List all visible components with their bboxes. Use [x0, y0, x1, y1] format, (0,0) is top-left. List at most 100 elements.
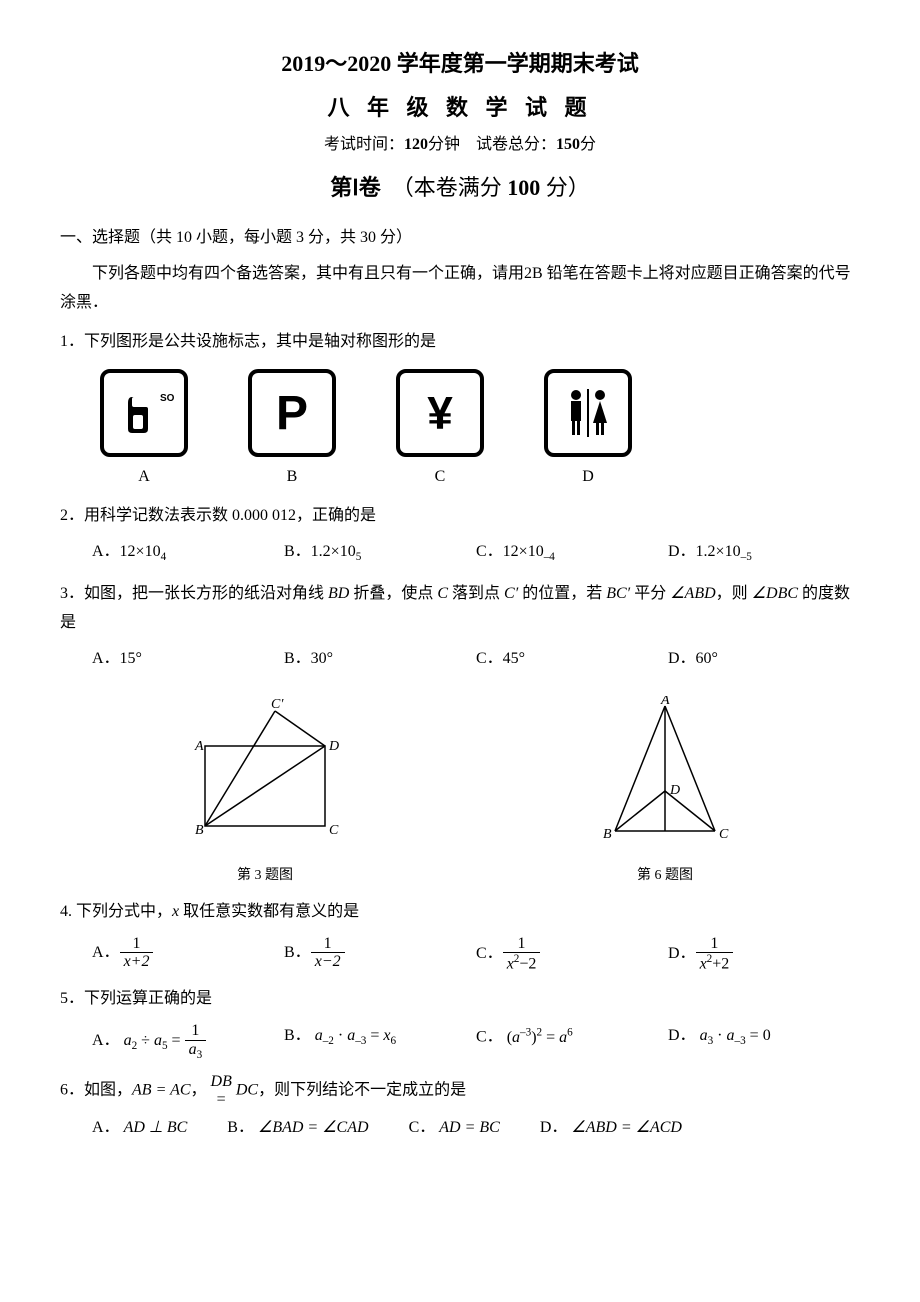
q6-stem: 6．如图，AB = AC， DB = DC，则下列结论不一定成立的是: [60, 1073, 860, 1108]
q6-b: ，: [191, 1082, 207, 1099]
q6-c: ，则下列结论不一定成立的是: [258, 1082, 466, 1099]
q4-options: A．1x+2 B．1x−2 C．1x2−2 D．1x2+2: [92, 933, 860, 976]
q5-a-a: a: [124, 1032, 132, 1049]
q5-a-pre: A．: [92, 1032, 124, 1049]
q4-d-den-a: x: [700, 956, 707, 973]
q6-opt-b: B． ∠BAD = ∠CAD: [227, 1114, 368, 1143]
q3-dbc: ∠DBC: [752, 585, 798, 602]
svg-text:D: D: [669, 783, 680, 798]
q3-abd: ∠ABD: [670, 585, 715, 602]
q5-a-ds: 3: [197, 1049, 203, 1061]
q5-b-b: a: [347, 1027, 355, 1044]
q5-b-s2: –3: [355, 1035, 366, 1047]
q5-opt-d: D． a3 · a–3 = 0: [668, 1020, 860, 1063]
q6-opt-c: C． AD = BC: [409, 1114, 500, 1143]
q3-opt-c: C．45°: [476, 643, 668, 676]
q4-opt-b: B．1x−2: [284, 933, 476, 976]
svg-text:C: C: [329, 823, 339, 838]
q2-a-text: A．12×10: [92, 543, 161, 560]
icon-parking: P: [248, 369, 336, 457]
q1-labels: A B C D: [100, 463, 860, 492]
q5-c-s1: –3: [520, 1026, 531, 1038]
q3-d: 的位置，若: [518, 585, 606, 602]
q3-opt-b: B．30°: [284, 643, 476, 676]
q4-a-pre: A．: [92, 944, 120, 961]
section-note-suf: 分）: [540, 175, 590, 200]
q3-bcp: BC′: [606, 585, 630, 602]
q4-c-den-a: x: [507, 956, 514, 973]
meta-total: 150: [556, 136, 580, 153]
icon-restroom: [544, 369, 632, 457]
q4-d-num: 1: [696, 935, 734, 954]
meta-time-unit: 分钟: [428, 136, 460, 153]
q5-d-dot: ·: [713, 1027, 726, 1044]
q2-d-sub: –5: [741, 552, 752, 564]
q5-opt-a: A． a2 ÷ a5 = 1a3: [92, 1020, 284, 1063]
q6-abac: AB = AC: [132, 1082, 191, 1099]
q4-c-pre: C．: [476, 945, 503, 962]
q5-b-s1: –2: [323, 1035, 334, 1047]
meta-time-pre: 考试时间：: [324, 136, 404, 153]
q3-f: ，则: [716, 585, 752, 602]
q4-d-den-b: +2: [712, 956, 729, 973]
q5-a-eq: =: [168, 1032, 185, 1049]
svg-text:B: B: [603, 827, 612, 842]
q2-d-text: D．1.2×10: [668, 543, 741, 560]
q5-a-da: a: [189, 1041, 197, 1058]
q3-c2: 落到点: [448, 585, 504, 602]
q5-d-eq: = 0: [746, 1027, 771, 1044]
q5-d-s2: –3: [734, 1035, 745, 1047]
q6-d-pre: D．: [540, 1119, 572, 1136]
q6-c-m: AD = BC: [439, 1119, 500, 1136]
q5-b-rhs: x: [383, 1027, 390, 1044]
exam-meta: 考试时间：120分钟 试卷总分：150分: [60, 131, 860, 160]
meta-total-pre: 试卷总分：: [460, 136, 556, 153]
q5-c-eq: =: [542, 1029, 559, 1046]
q1-icons: SOS P ¥: [100, 369, 860, 457]
q6-d-m: ∠ABD = ∠ACD: [571, 1119, 682, 1136]
q3-c: C: [437, 585, 448, 602]
svg-text:B: B: [195, 823, 204, 838]
svg-text:C: C: [719, 827, 729, 842]
q5-b-pre: B．: [284, 1027, 315, 1044]
q2-a-sub: 4: [161, 552, 167, 564]
q3-a: 3．如图，把一张长方形的纸沿对角线: [60, 585, 328, 602]
section-note-val: 100: [507, 175, 540, 200]
q2-c-text: C．12×10: [476, 543, 544, 560]
q5-a-num: 1: [185, 1022, 207, 1041]
q1-label-b: B: [248, 463, 336, 492]
q5-a-div: ÷: [137, 1032, 154, 1049]
q5-b-eq: =: [366, 1027, 383, 1044]
q4-b-num: 1: [311, 935, 345, 954]
q1-label-d: D: [544, 463, 632, 492]
q5-stem: 5．下列运算正确的是: [60, 985, 860, 1014]
meta-total-unit: 分: [580, 136, 596, 153]
q5-b-a: a: [315, 1027, 323, 1044]
q6-a-m: AD ⊥ BC: [124, 1119, 188, 1136]
q2-opt-b: B．1.2×105: [284, 536, 476, 569]
meta-time: 120: [404, 136, 428, 153]
q4-b-pre: B．: [284, 944, 311, 961]
q4-a-den: x+2: [120, 953, 154, 971]
q5-c-a: a: [512, 1029, 520, 1046]
q6-a-pre: A．: [92, 1119, 124, 1136]
fig3-svg: A B C D C′: [175, 696, 355, 846]
q5-a-b: a: [154, 1032, 162, 1049]
fig6-wrap: A B C D 第 6 题图: [585, 696, 745, 888]
q4-d-pre: D．: [668, 945, 696, 962]
q4-a: 4. 下列分式中，: [60, 903, 172, 920]
icon-sos: SOS: [100, 369, 188, 457]
svg-text:P: P: [276, 387, 308, 440]
q3-b: 折叠，使点: [349, 585, 437, 602]
q3-e: 平分: [630, 585, 670, 602]
fig3-wrap: A B C D C′ 第 3 题图: [175, 696, 355, 888]
q6-opt-d: D． ∠ABD = ∠ACD: [540, 1114, 682, 1143]
q2-options: A．12×104 B．1.2×105 C．12×10–4 D．1.2×10–5: [92, 536, 860, 569]
q6-dc: DC: [236, 1082, 258, 1099]
q2-opt-c: C．12×10–4: [476, 536, 668, 569]
part1-instruction: 下列各题中均有四个备选答案，其中有且只有一个正确，请用2B 铅笔在答题卡上将对应…: [60, 260, 860, 318]
q5-options: A． a2 ÷ a5 = 1a3 B． a–2 · a–3 = x6 C． (a…: [92, 1020, 860, 1063]
section-num: 第Ⅰ卷: [330, 175, 381, 200]
q5-d-pre: D．: [668, 1027, 700, 1044]
svg-text:C′: C′: [271, 697, 284, 712]
